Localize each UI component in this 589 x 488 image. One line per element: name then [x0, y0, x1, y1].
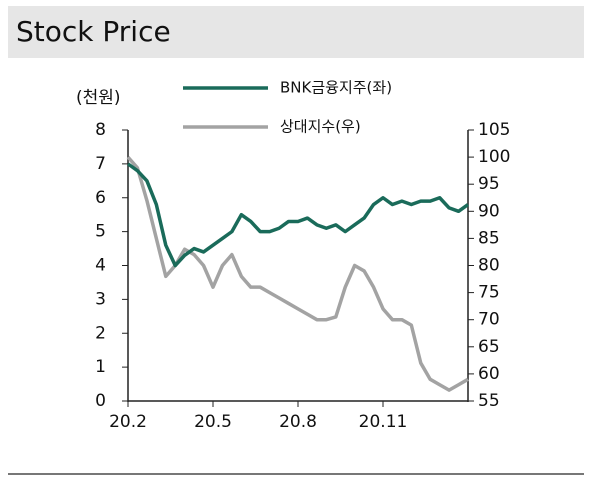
y-tick-label: 6 — [95, 188, 106, 208]
legend-label: 상대지수(우) — [280, 118, 361, 136]
y-tick-label: 7 — [95, 154, 106, 174]
y-tick-label: 5 — [95, 222, 106, 242]
header-band — [8, 6, 584, 58]
series-line — [126, 155, 469, 392]
y-tick-label: 3 — [95, 289, 106, 309]
y-unit: (천원) — [76, 88, 121, 108]
x-tick-label: 20.2 — [109, 412, 147, 432]
series-line — [126, 162, 470, 268]
y-tick-label: 8 — [95, 120, 106, 140]
y2-tick-label: 60 — [478, 364, 500, 384]
y2-tick-label: 65 — [478, 337, 500, 357]
y2-tick-label: 75 — [478, 283, 500, 303]
y2-tick-label: 95 — [478, 174, 500, 194]
x-tick-label: 20.8 — [279, 412, 317, 432]
x-tick-label: 20.5 — [194, 412, 232, 432]
y2-tick-label: 70 — [478, 310, 500, 330]
y2-tick-label: 85 — [478, 228, 500, 248]
chart-title: Stock Price — [16, 15, 171, 48]
y2-tick-label: 100 — [478, 147, 510, 167]
legend-label: BNK금융지주(좌) — [280, 79, 392, 97]
y2-tick-label: 80 — [478, 256, 500, 276]
y2-tick-label: 90 — [478, 201, 500, 221]
y-tick-label: 0 — [95, 391, 106, 411]
y2-tick-label: 55 — [478, 391, 500, 411]
y-tick-label: 1 — [95, 357, 106, 377]
y-tick-label: 2 — [95, 323, 106, 343]
y2-tick-label: 105 — [478, 120, 510, 140]
x-tick-label: 20.11 — [359, 412, 408, 432]
y-tick-label: 4 — [95, 256, 106, 276]
